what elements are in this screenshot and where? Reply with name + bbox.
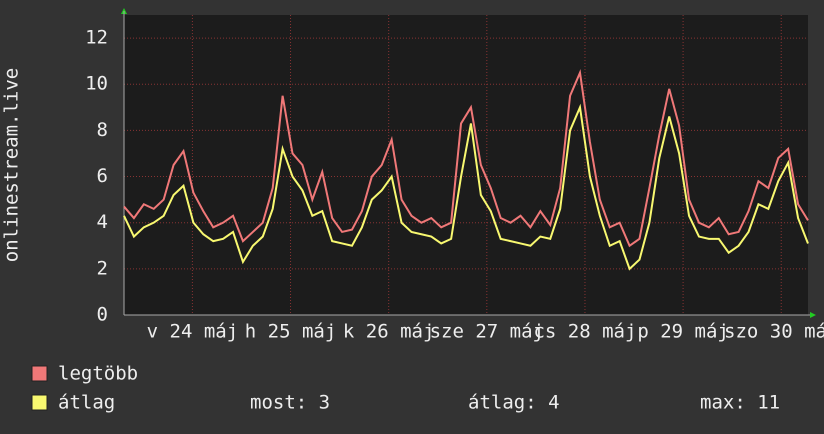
y-tick-label: 2: [97, 257, 108, 279]
legend-label: átlag: [58, 392, 115, 414]
y-tick-label: 10: [85, 73, 108, 95]
x-axis-arrow: [810, 312, 816, 318]
y-axis-title: onlinestream.live: [1, 68, 23, 262]
x-tick-label: v 24 máj: [147, 321, 239, 343]
series-line: [123, 103, 809, 271]
stat-label: max: 11: [700, 392, 780, 414]
x-tick-label: cs 28 máj: [533, 321, 636, 343]
x-tick-label: p 29 máj: [637, 321, 729, 343]
x-tick-label: k 26 máj: [343, 321, 435, 343]
y-tick-label: 8: [97, 119, 108, 141]
legend-label: legtöbb: [58, 363, 138, 385]
y-tick-label: 12: [85, 27, 108, 49]
stat-label: most: 3: [250, 392, 330, 414]
y-tick-label: 6: [97, 165, 108, 187]
x-tick-label: szo 30 máj: [724, 321, 824, 343]
legend-swatch: [31, 394, 48, 411]
x-tick-label: h 25 máj: [245, 321, 337, 343]
plot-area: [124, 15, 808, 315]
x-tick-label: sze 27 máj: [430, 321, 544, 343]
y-tick-label: 4: [97, 211, 108, 233]
legend-swatch: [31, 365, 48, 382]
y-tick-label: 0: [97, 304, 108, 326]
series-line: [123, 69, 809, 248]
stat-label: átlag: 4: [468, 392, 560, 414]
